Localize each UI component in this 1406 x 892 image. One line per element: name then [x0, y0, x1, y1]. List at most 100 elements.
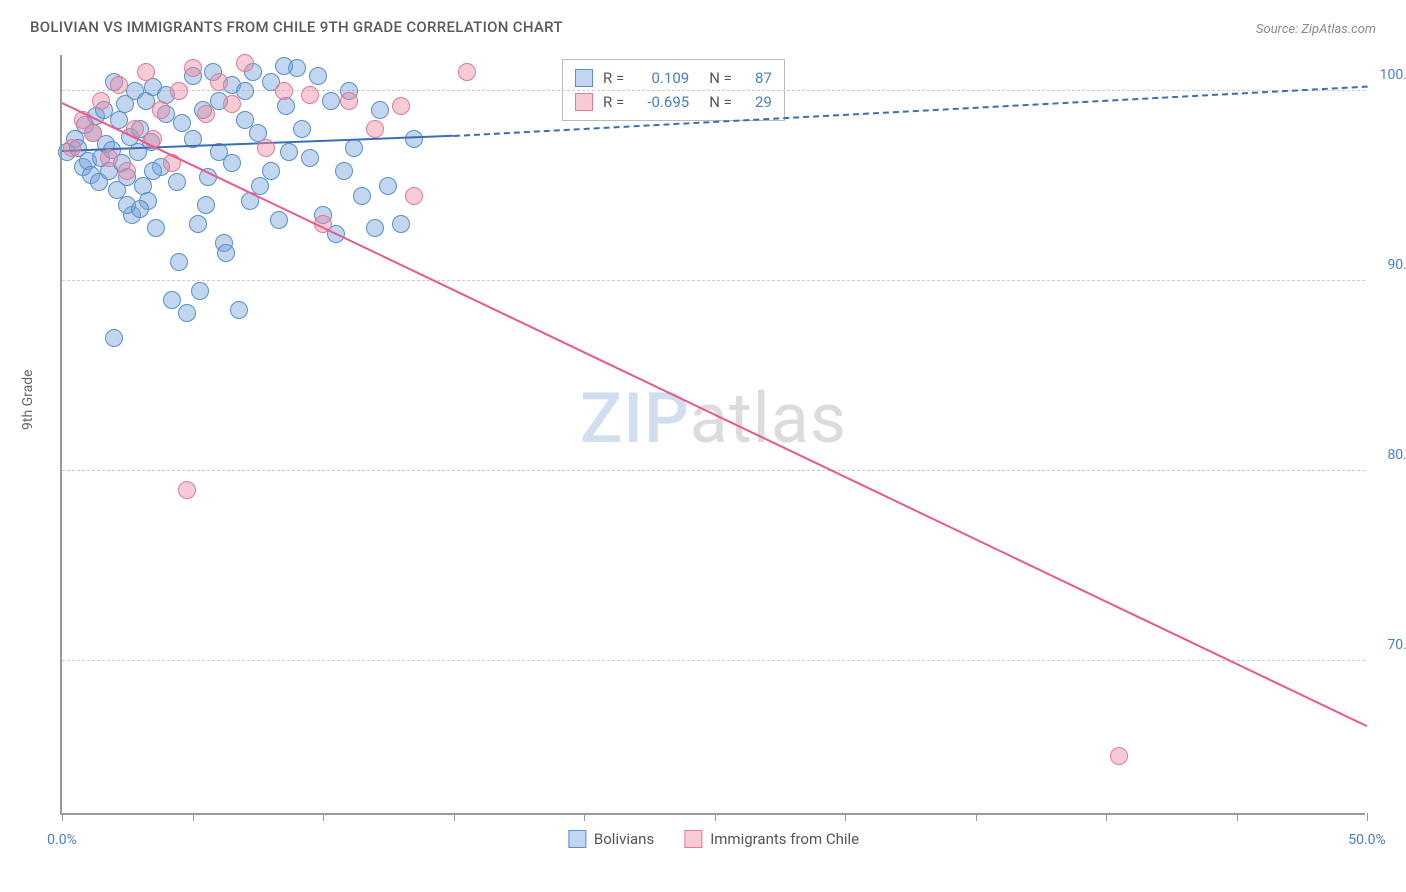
data-point: [353, 187, 371, 205]
data-point: [301, 86, 319, 104]
data-point: [280, 143, 298, 161]
data-point: [275, 57, 293, 75]
data-point: [191, 282, 209, 300]
data-point: [223, 95, 241, 113]
data-point: [197, 196, 215, 214]
legend-n-value: 29: [742, 90, 772, 114]
data-point: [152, 101, 170, 119]
legend-swatch: [575, 69, 593, 87]
data-point: [118, 162, 136, 180]
legend-r-value: 0.109: [634, 66, 689, 90]
legend-row: R = 0.109 N = 87: [575, 66, 772, 90]
data-point: [277, 97, 295, 115]
x-tick: [1367, 813, 1368, 821]
data-point: [223, 154, 241, 172]
data-point: [236, 82, 254, 100]
legend-n-label: N =: [709, 66, 732, 90]
data-point: [137, 63, 155, 81]
x-tick: [584, 813, 585, 821]
data-point: [340, 92, 358, 110]
legend-swatch: [568, 830, 586, 848]
data-point: [230, 301, 248, 319]
x-tick: [715, 813, 716, 821]
data-point: [1110, 747, 1128, 765]
data-point: [63, 139, 81, 157]
data-point: [178, 481, 196, 499]
data-point: [147, 219, 165, 237]
data-point: [170, 82, 188, 100]
x-tick: [454, 813, 455, 821]
data-point: [257, 139, 275, 157]
data-point: [100, 149, 118, 167]
trend-line: [62, 102, 1368, 727]
data-point: [197, 105, 215, 123]
y-tick-label: 70.0%: [1387, 637, 1406, 653]
x-tick: [323, 813, 324, 821]
watermark: ZIPatlas: [580, 378, 847, 460]
legend-r-label: R =: [603, 90, 624, 114]
data-point: [405, 187, 423, 205]
data-point: [345, 139, 363, 157]
data-point: [84, 124, 102, 142]
watermark-zip: ZIP: [580, 378, 690, 460]
data-point: [184, 59, 202, 77]
data-point: [170, 253, 188, 271]
legend-series-label: Bolivians: [594, 830, 654, 848]
data-point: [178, 304, 196, 322]
data-point: [270, 211, 288, 229]
y-tick-label: 90.0%: [1387, 257, 1406, 273]
data-point: [309, 67, 327, 85]
y-tick-label: 80.0%: [1387, 447, 1406, 463]
data-point: [236, 54, 254, 72]
legend-swatch: [575, 93, 593, 111]
chart-title: BOLIVIAN VS IMMIGRANTS FROM CHILE 9TH GR…: [30, 18, 563, 36]
y-axis-label: 9th Grade: [20, 369, 36, 430]
data-point: [275, 82, 293, 100]
gridline: [62, 280, 1365, 281]
data-point: [371, 101, 389, 119]
data-point: [322, 92, 340, 110]
data-point: [379, 177, 397, 195]
data-point: [131, 200, 149, 218]
data-point: [168, 173, 186, 191]
chart-plot-area: ZIPatlas R =0.109N =87R =-0.695N =29 Bol…: [60, 55, 1365, 815]
data-point: [189, 215, 207, 233]
gridline: [62, 660, 1365, 661]
x-tick: [1106, 813, 1107, 821]
legend-series-item: Immigrants from Chile: [684, 830, 859, 848]
legend-n-value: 87: [742, 66, 772, 90]
data-point: [110, 76, 128, 94]
legend-r-label: R =: [603, 66, 624, 90]
data-point: [262, 162, 280, 180]
gridline: [62, 90, 1365, 91]
data-point: [210, 73, 228, 91]
data-point: [144, 162, 162, 180]
data-point: [366, 120, 384, 138]
data-point: [92, 92, 110, 110]
legend-row: R = -0.695 N = 29: [575, 90, 772, 114]
source-label: Source: ZipAtlas.com: [1256, 22, 1376, 37]
series-legend: Bolivians Immigrants from Chile: [568, 830, 859, 848]
legend-series-item: Bolivians: [568, 830, 654, 848]
gridline: [62, 470, 1365, 471]
data-point: [392, 97, 410, 115]
x-tick: [62, 813, 63, 821]
data-point: [392, 215, 410, 233]
data-point: [301, 149, 319, 167]
x-tick-label: 0.0%: [47, 832, 77, 848]
data-point: [366, 219, 384, 237]
x-tick-label: 50.0%: [1348, 832, 1386, 848]
legend-r-value: -0.695: [634, 90, 689, 114]
x-tick: [193, 813, 194, 821]
data-point: [458, 63, 476, 81]
y-tick-label: 100.0%: [1380, 67, 1406, 83]
legend-n-label: N =: [709, 90, 732, 114]
data-point: [105, 329, 123, 347]
legend-series-label: Immigrants from Chile: [710, 830, 859, 848]
x-tick: [1237, 813, 1238, 821]
data-point: [293, 120, 311, 138]
legend-swatch: [684, 830, 702, 848]
x-tick: [845, 813, 846, 821]
data-point: [335, 162, 353, 180]
watermark-atlas: atlas: [690, 378, 847, 460]
